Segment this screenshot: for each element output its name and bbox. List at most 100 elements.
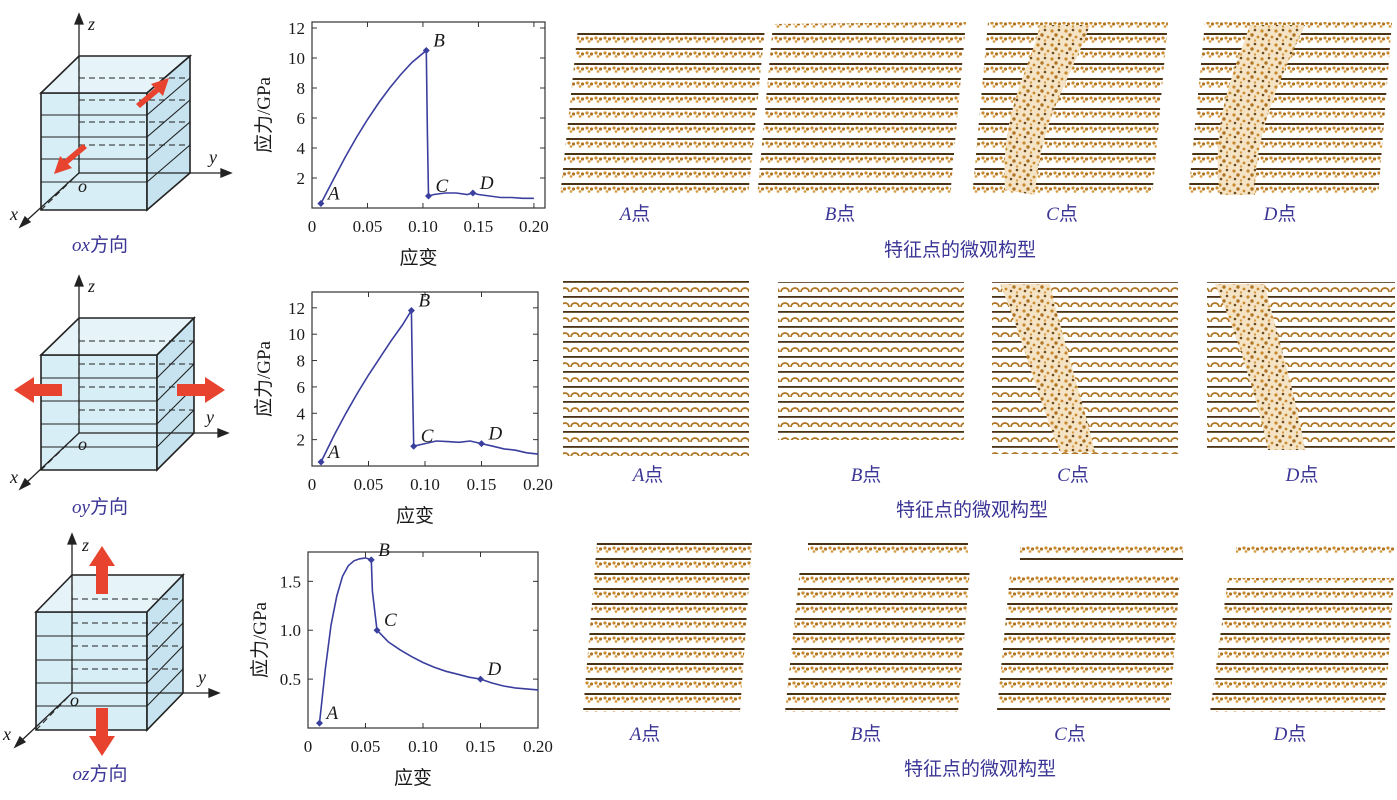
snapshot-A: A点	[583, 542, 752, 745]
stress-strain-curve	[320, 48, 534, 204]
x-tick-label: 0.05	[351, 737, 381, 756]
atom-configuration-image	[778, 282, 964, 440]
point-label-d: D	[488, 424, 503, 445]
snapshot-label: A点	[631, 464, 664, 486]
point-marker-a	[317, 458, 325, 466]
cube-ox: z y x o	[9, 12, 233, 229]
snapshot-label: C点	[1046, 203, 1078, 225]
point-label-a: A	[326, 184, 340, 205]
atom-configuration-image	[563, 280, 749, 456]
y-tick-label: 2	[297, 169, 306, 188]
y-tick-label: 8	[297, 352, 306, 371]
snapshot-label: D点	[1273, 723, 1307, 745]
y-tick-label: 10	[288, 49, 305, 68]
atom-configuration-image	[560, 28, 765, 197]
point-marker-a	[316, 719, 323, 727]
point-label-a: A	[325, 703, 339, 724]
z-axis-letter: z	[81, 535, 89, 555]
row-ox: z y x o ox方向 0 0.05 0.10 0.15 0.20 2 4 6 8 10 12 应变…	[9, 12, 1392, 269]
disordered-region	[1000, 284, 1095, 452]
cube-layers	[35, 575, 184, 731]
point-label-b: B	[433, 31, 445, 52]
x-axis-letter: x	[2, 724, 11, 744]
snapshot-label: B点	[851, 464, 882, 486]
y-tick-label: 6	[297, 109, 306, 128]
snapshot-B: B点	[757, 22, 966, 225]
load-arrow-icon	[14, 377, 225, 403]
snapshots-oy: A点 B点 C点 D点 特征点的微观构型	[563, 280, 1395, 521]
point-label-c: C	[384, 610, 397, 631]
y-tick-label: 8	[297, 79, 306, 98]
snapshot-B: B点	[778, 282, 964, 486]
point-label-d: D	[479, 173, 494, 194]
x-tick-label: 0.20	[523, 737, 553, 756]
point-marker-a	[317, 200, 325, 207]
stress-strain-chart-ox: 0 0.05 0.10 0.15 0.20 2 4 6 8 10 12 应变 应力/GPa A B C D	[253, 19, 549, 269]
direction-caption-oz: oz方向	[73, 763, 128, 785]
y-tick-label: 1.5	[280, 572, 301, 591]
y-tick-label: 10	[288, 325, 305, 344]
snapshot-label: D点	[1263, 203, 1297, 225]
y-axis-letter: y	[204, 407, 214, 427]
row-oz: z y x o oz方向 0 0.05 0.10 0.15 0.20 0.5 1.0 1.5 应…	[2, 532, 1395, 789]
origin-letter: o	[78, 176, 87, 196]
atom-configuration-image	[1020, 546, 1183, 560]
load-arrow-icon	[89, 546, 115, 756]
direction-caption-ox: ox方向	[72, 234, 128, 256]
cube-oy: z y x o	[9, 274, 230, 491]
point-label-d: D	[487, 659, 502, 680]
snapshot-label: B点	[851, 723, 882, 745]
direction-caption-oy: oy方向	[72, 496, 128, 518]
z-axis-letter: z	[87, 276, 95, 296]
x-tick-label: 0.05	[353, 217, 383, 236]
snapshots-oz: A点 B点 C点 D点 特征点的微观构型	[583, 540, 1395, 780]
y-axis-label: 应力/GPa	[253, 76, 275, 153]
disordered-region	[1217, 25, 1305, 195]
cube-axes	[13, 532, 221, 749]
x-axis-label: 应变	[396, 505, 434, 527]
stress-strain-curve	[318, 557, 539, 724]
snapshot-group-caption: 特征点的微观构型	[904, 758, 1056, 780]
snapshot-label: A点	[618, 203, 651, 225]
x-tick-label: 0	[304, 737, 313, 756]
snapshot-A: A点	[563, 280, 749, 486]
snapshot-label: C点	[1054, 723, 1086, 745]
x-tick-label: 0.10	[410, 475, 440, 494]
atom-configuration-image	[1236, 545, 1395, 558]
x-tick-label: 0.05	[354, 475, 384, 494]
disordered-region	[1215, 284, 1305, 450]
cube-oz: z y x o	[2, 532, 221, 756]
point-marker-b	[422, 47, 430, 54]
snapshot-D: D点	[1207, 282, 1395, 486]
x-axis-letter: x	[9, 467, 18, 487]
point-marker-d	[469, 189, 477, 197]
x-axis-letter: x	[9, 204, 18, 224]
disordered-region	[1004, 25, 1090, 195]
snapshot-label: D点	[1285, 464, 1319, 486]
stress-strain-chart-oz: 0 0.05 0.10 0.15 0.20 0.5 1.0 1.5 应变 应力/GPa A B C D	[249, 540, 553, 789]
stress-strain-chart-oy: 0 0.05 0.10 0.15 0.20 2 4 6 8 10 12 应变 应力/GPa A B C D	[253, 290, 553, 527]
y-tick-label: 6	[297, 378, 306, 397]
y-axis-label: 应力/GPa	[249, 601, 271, 678]
y-tick-label: 0.5	[280, 670, 301, 689]
snapshot-A: A点	[560, 28, 765, 225]
point-label-b: B	[418, 290, 430, 311]
x-tick-label: 0.15	[467, 475, 497, 494]
snapshot-C: C点	[997, 546, 1183, 745]
row-oy: z y x o oy方向 0 0.05 0.10 0.15 0.20 2 4 6 8 10 12 应变…	[9, 274, 1395, 527]
point-marker-b	[407, 306, 415, 314]
x-tick-label: 0	[308, 475, 317, 494]
atom-configuration-image	[785, 568, 970, 712]
snapshot-D: D点	[1188, 22, 1392, 225]
snapshot-label: A点	[628, 723, 661, 745]
x-axis-label: 应变	[399, 247, 437, 269]
point-marker-c	[425, 192, 432, 200]
x-tick-label: 0.15	[464, 217, 494, 236]
y-tick-label: 1.0	[280, 621, 301, 640]
snapshot-group-caption: 特征点的微观构型	[896, 499, 1048, 521]
point-marker-d	[477, 675, 484, 683]
snapshot-C: C点	[972, 22, 1168, 225]
y-axis-letter: y	[207, 147, 217, 167]
x-tick-label: 0.20	[519, 217, 549, 236]
